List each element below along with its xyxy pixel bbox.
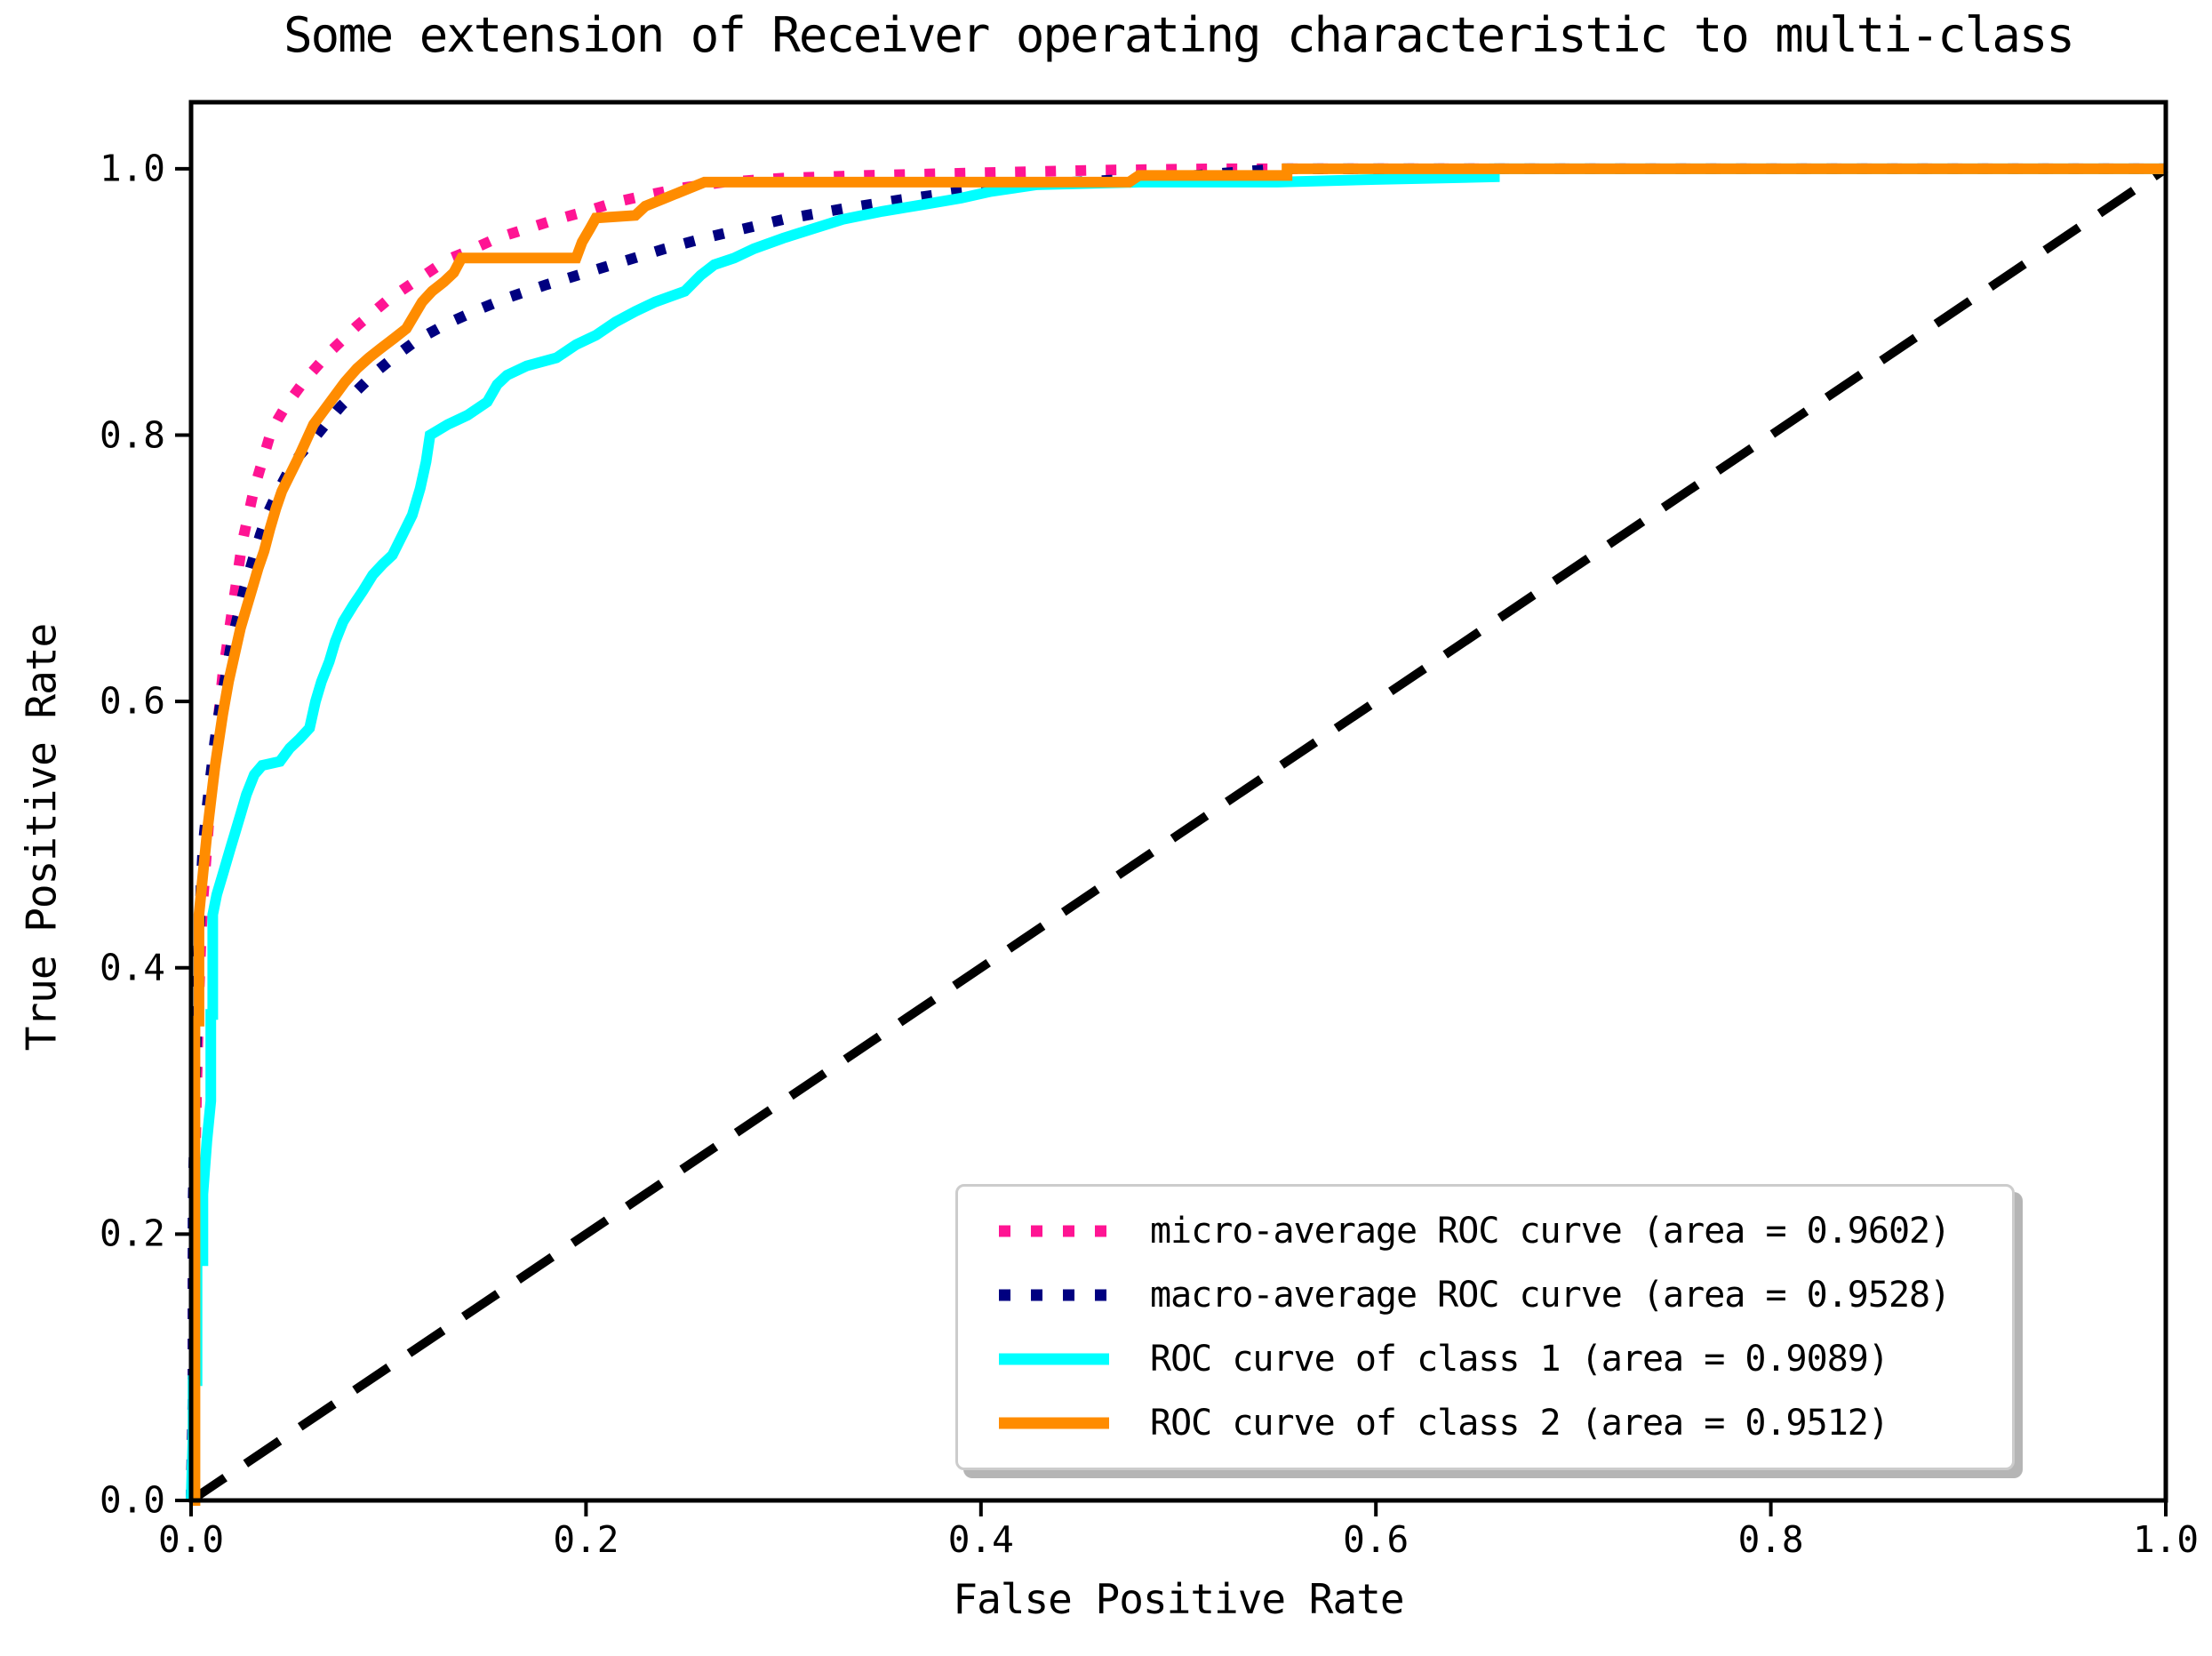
legend-swatch-dotted-line: [999, 1225, 1109, 1237]
legend-item-label: ROC curve of class 1 (area = 0.9089): [1150, 1339, 1889, 1380]
legend-item-roc-class-2: ROC curve of class 2 (area = 0.9512): [997, 1392, 1985, 1454]
legend-item-roc-class-1: ROC curve of class 1 (area = 0.9089): [997, 1328, 1985, 1390]
series-line-macro-average: [186, 163, 2166, 1501]
y-tick-label: 1.0: [99, 147, 165, 190]
y-tick-label: 0.4: [99, 946, 165, 989]
legend-item-macro-average: macro-average ROC curve (area = 0.9528): [997, 1264, 1985, 1326]
legend-item-label: micro-average ROC curve (area = 0.9602): [1150, 1211, 1951, 1252]
y-tick-label: 0.8: [99, 413, 165, 457]
y-tick-label: 0.6: [99, 679, 165, 723]
y-tick-label: 0.0: [99, 1478, 165, 1522]
legend-item-label: ROC curve of class 2 (area = 0.9512): [1150, 1403, 1889, 1444]
series-line-chance-diagonal: [188, 164, 2168, 1505]
chart-title: Some extension of Receiver operating cha…: [283, 7, 2075, 63]
x-tick-label: 0.8: [1737, 1518, 1804, 1561]
x-tick-label: 0.4: [947, 1518, 1014, 1561]
x-tick-label: 0.2: [553, 1518, 619, 1561]
y-axis-label: True Positive Rate: [17, 623, 66, 1052]
x-axis-label: False Positive Rate: [953, 1575, 1404, 1623]
y-tick-label: 0.2: [99, 1212, 165, 1255]
x-tick-label: 1.0: [2132, 1518, 2200, 1561]
x-tick-label: 0.0: [157, 1518, 225, 1561]
legend-item-micro-average: micro-average ROC curve (area = 0.9602): [997, 1200, 1985, 1262]
series-line-roc-class-1: [186, 163, 2166, 1501]
legend-swatch-dotted-line: [999, 1289, 1109, 1301]
axes-border: [188, 100, 2168, 1503]
series-line-roc-class-2: [189, 163, 2166, 1506]
legend-box: micro-average ROC curve (area = 0.9602) m…: [955, 1184, 2015, 1470]
legend-item-label: macro-average ROC curve (area = 0.9528): [1150, 1275, 1951, 1316]
x-tick-label: 0.6: [1343, 1518, 1409, 1561]
legend-swatch-solid-line: [999, 1353, 1109, 1365]
legend-swatch-solid-line: [999, 1417, 1109, 1429]
